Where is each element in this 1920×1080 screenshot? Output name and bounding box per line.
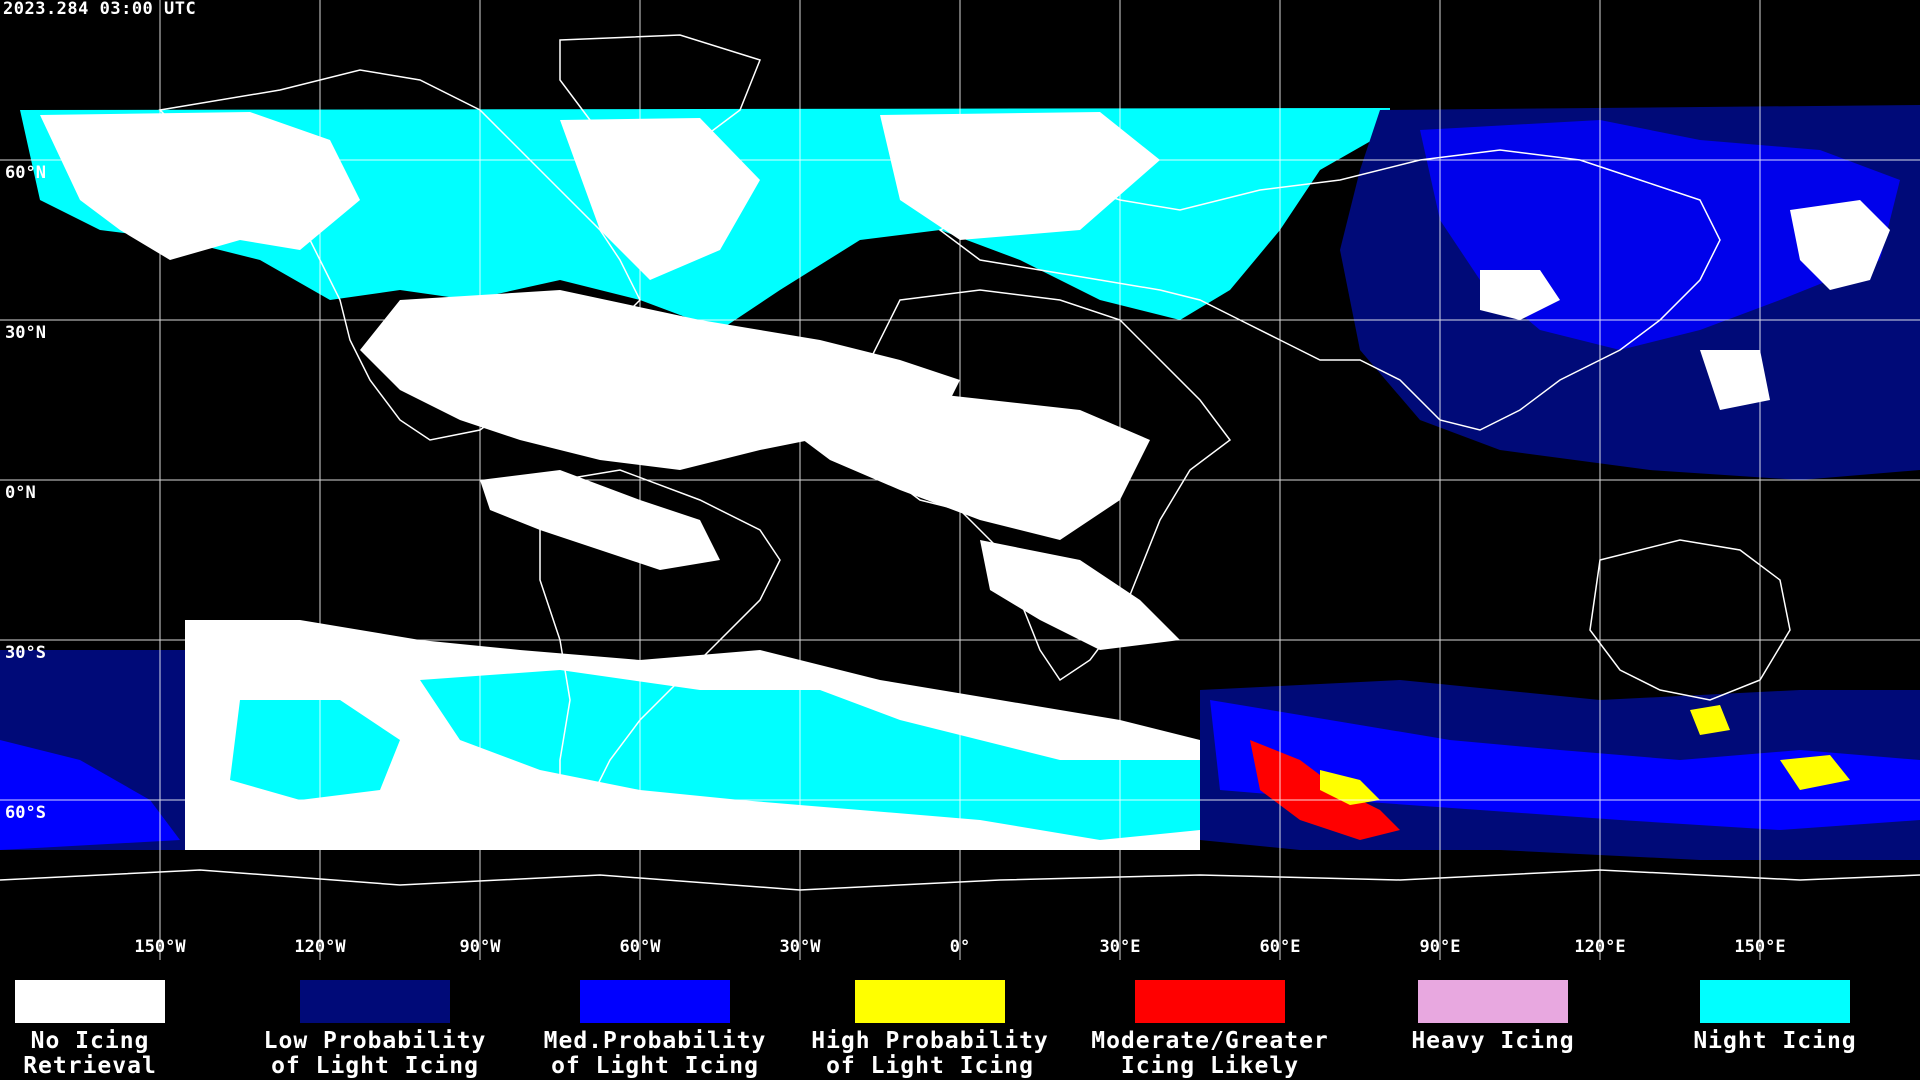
- legend-item-high-probability: High Probability of Light Icing: [800, 980, 1060, 1079]
- graticule: [0, 0, 1920, 960]
- latitude-label-60n: 60°N: [5, 163, 46, 183]
- legend-swatch-low-probability: [300, 980, 450, 1023]
- longitude-label-90w: 90°W: [459, 937, 501, 957]
- legend-item-heavy-icing: Heavy Icing: [1363, 980, 1623, 1054]
- legend-item-low-probability: Low Probability of Light Icing: [245, 980, 505, 1079]
- legend-label-heavy-icing: Heavy Icing: [1411, 1028, 1575, 1054]
- antarctica-coastline: [0, 869, 1920, 891]
- legend-label-no-icing: No Icing Retrieval: [23, 1028, 157, 1079]
- no-icing-region-north: [40, 112, 1180, 650]
- latitude-label-60s: 60°S: [5, 803, 46, 823]
- longitude-label-30e: 30°E: [1099, 937, 1141, 957]
- legend-label-med-probability: Med.Probability of Light Icing: [543, 1028, 767, 1079]
- icing-map: [0, 0, 1920, 960]
- no-icing-asia-clouds: [1480, 200, 1890, 410]
- legend-label-night-icing: Night Icing: [1693, 1028, 1857, 1054]
- icing-probability-patches: [0, 105, 1920, 860]
- night-icing-region-south: [420, 670, 1200, 840]
- longitude-label-0: 0°: [949, 937, 971, 957]
- latitude-label-30s: 30°S: [5, 643, 46, 663]
- latitude-label-0: 0°N: [5, 483, 36, 503]
- north-america-coastline: [158, 69, 641, 441]
- legend-item-no-icing: No Icing Retrieval: [0, 980, 220, 1079]
- legend-swatch-moderate-icing: [1135, 980, 1285, 1023]
- legend-swatch-heavy-icing: [1418, 980, 1568, 1023]
- timestamp: 2023.284 03:00 UTC: [3, 0, 197, 19]
- legend-item-moderate-icing: Moderate/Greater Icing Likely: [1080, 980, 1340, 1079]
- longitude-label-150e: 150°E: [1734, 937, 1786, 957]
- longitude-label-90e: 90°E: [1419, 937, 1461, 957]
- med-probability-region-west-pacific: [0, 740, 180, 850]
- longitude-label-60w: 60°W: [619, 937, 661, 957]
- legend: No Icing Retrieval Low Probability of Ligh…: [0, 960, 1920, 1080]
- cloud-regions: [20, 108, 1390, 850]
- greenland-coastline: [559, 34, 761, 151]
- legend-swatch-night-icing: [1700, 980, 1850, 1023]
- legend-item-med-probability: Med.Probability of Light Icing: [525, 980, 785, 1079]
- longitude-label-120w: 120°W: [294, 937, 346, 957]
- legend-swatch-med-probability: [580, 980, 730, 1023]
- med-probability-region-south: [1210, 700, 1920, 830]
- legend-label-high-probability: High Probability of Light Icing: [811, 1028, 1049, 1079]
- night-icing-south-swirl: [230, 700, 400, 800]
- legend-label-moderate-icing: Moderate/Greater Icing Likely: [1091, 1028, 1329, 1079]
- longitude-label-150w: 150°W: [134, 937, 186, 957]
- high-probability-region-south: [1320, 705, 1850, 805]
- longitude-label-30w: 30°W: [779, 937, 821, 957]
- legend-label-low-probability: Low Probability of Light Icing: [263, 1028, 487, 1079]
- legend-swatch-high-probability: [855, 980, 1005, 1023]
- longitude-label-120e: 120°E: [1574, 937, 1626, 957]
- legend-swatch-no-icing: [15, 980, 165, 1023]
- latitude-label-30n: 30°N: [5, 323, 46, 343]
- longitude-label-60e: 60°E: [1259, 937, 1301, 957]
- europe-asia-coastline: [938, 149, 1721, 431]
- legend-item-night-icing: Night Icing: [1645, 980, 1905, 1054]
